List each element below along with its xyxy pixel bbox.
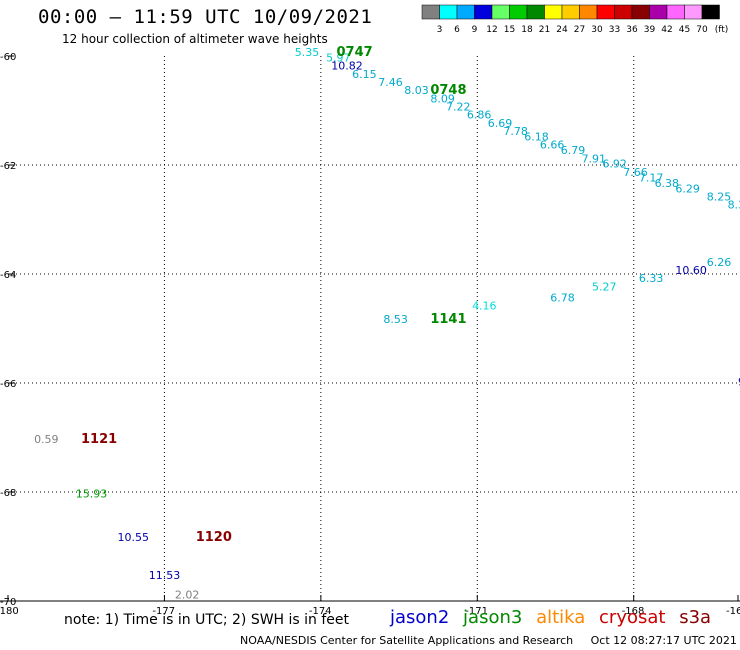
swh-value-label: 11.53 — [149, 569, 181, 582]
swh-value-label: 7.78 — [503, 125, 528, 138]
legend-s3a: s3a — [679, 607, 712, 628]
credit-text: NOAA/NESDIS Center for Satellite Applica… — [240, 634, 574, 647]
colorbar-tick-label: 9 — [472, 25, 478, 35]
x-tick-label: -171 — [465, 606, 488, 617]
swh-value-label: 6.79 — [561, 144, 586, 157]
swh-value-label: 9. — [738, 376, 740, 389]
swh-value-label: 6.92 — [602, 158, 627, 171]
colorbar-tick-label: 42 — [661, 25, 672, 35]
legend-altika: altika — [536, 607, 586, 628]
x-tick-label: -177 — [152, 606, 175, 617]
swh-value-label: 6.29 — [675, 182, 700, 195]
colorbar-tick-label: 3 — [437, 25, 443, 35]
colorbar-tick-label: 30 — [591, 25, 603, 35]
colorbar: 3 6 9 12 15 18 21 24 27 30 33 36 39 42 45 70 (ft) — [421, 4, 729, 35]
swh-value-label: 5.35 — [295, 46, 320, 59]
colorbar-tick-label: 36 — [626, 25, 638, 35]
credit-line: NOAA/NESDIS Center for Satellite Applica… — [240, 634, 740, 647]
pass-time-label: 1120 — [196, 530, 232, 545]
swh-value-label: 0.59 — [34, 433, 59, 446]
swh-value-label: 2.02 — [175, 588, 200, 601]
colorbar-tick-label: 27 — [574, 25, 585, 35]
swh-value-label: 8.03 — [404, 84, 429, 97]
swh-value-label: 7.46 — [378, 76, 403, 89]
x-tick-label: -174 — [309, 606, 332, 617]
y-tick-label: -64 — [0, 270, 16, 281]
colorbar-tick-label: 6 — [454, 25, 460, 35]
pass-time-label: 1121 — [81, 432, 117, 447]
swh-value-label: 5.97 — [326, 51, 351, 64]
swh-value-label: 6.66 — [540, 139, 565, 152]
colorbar-tick-label: 45 — [679, 25, 690, 35]
swh-value-label: 10.60 — [675, 264, 707, 277]
legend-jason3: jason3 — [463, 607, 523, 628]
pass-time-label: 0748 — [430, 83, 466, 98]
swh-value-label: 6.78 — [550, 291, 575, 304]
colorbar-tick-label: 39 — [644, 25, 656, 35]
swh-value-label: 6.86 — [467, 109, 492, 122]
swh-value-label: 7.22 — [446, 101, 471, 114]
y-tick-label: -62 — [0, 161, 16, 172]
x-tick-label: -16 — [726, 606, 740, 617]
footer-note: note: 1) Time is in UTC; 2) SWH is in fe… — [64, 612, 350, 628]
swh-value-label: 6.26 — [707, 256, 732, 269]
swh-value-label: 7.17 — [639, 171, 664, 184]
swh-value-label: 6.18 — [524, 130, 549, 143]
swh-value-label: 6.38 — [655, 177, 680, 190]
colorbar-tick-label: 15 — [504, 25, 515, 35]
legend-cryosat: cryosat — [599, 607, 666, 628]
timestamp: Oct 12 08:27:17 UTC 2021 — [590, 634, 737, 647]
swh-value-label: 10.82 — [331, 60, 363, 73]
swh-value-label: 8.39 — [728, 199, 740, 212]
colorbar-tick-label: 12 — [486, 25, 497, 35]
swh-value-label: 7.91 — [582, 152, 607, 165]
swh-value-label: 7.66 — [623, 166, 648, 179]
colorbar-tick-label: 18 — [521, 25, 533, 35]
x-tick-label: -168 — [622, 606, 645, 617]
swh-value-label: 6.69 — [488, 117, 513, 130]
swh-value-label: 8.25 — [707, 190, 732, 203]
swh-value-label: 4.16 — [472, 299, 497, 312]
pass-time-label: 0747 — [337, 45, 373, 60]
y-tick-label: -70 — [0, 597, 16, 608]
colorbar-tick-label: 70 — [696, 25, 708, 35]
swh-value-label: 10.55 — [118, 531, 150, 544]
colorbar-unit-label: (ft) — [715, 25, 729, 35]
swh-value-label: 8.53 — [383, 313, 408, 326]
swh-value-label: 15.93 — [76, 487, 108, 500]
y-tick-label: -68 — [0, 488, 16, 499]
chart-title: 00:00 – 11:59 UTC 10/09/2021 — [38, 6, 373, 28]
swh-value-label: 5.27 — [592, 280, 617, 293]
y-tick-label: -66 — [0, 379, 16, 390]
y-tick-label: -60 — [0, 52, 16, 63]
colorbar-tick-label: 33 — [609, 25, 620, 35]
x-tick-label: -180 — [0, 606, 19, 617]
swh-value-label: 6.33 — [639, 272, 664, 285]
swh-value-label: 6.15 — [352, 68, 377, 81]
chart-subtitle: 12 hour collection of altimeter wave hei… — [62, 32, 328, 46]
colorbar-tick-label: 24 — [556, 25, 568, 35]
pass-time-label: 1141 — [430, 312, 466, 327]
colorbar-tick-label: 21 — [539, 25, 550, 35]
swh-value-label: 8.09 — [430, 92, 455, 105]
legend-jason2: jason2 — [390, 607, 450, 628]
satellite-legend: jason2 jason3 altika cryosat s3a — [390, 607, 719, 628]
colorbar-swatch — [701, 4, 720, 20]
